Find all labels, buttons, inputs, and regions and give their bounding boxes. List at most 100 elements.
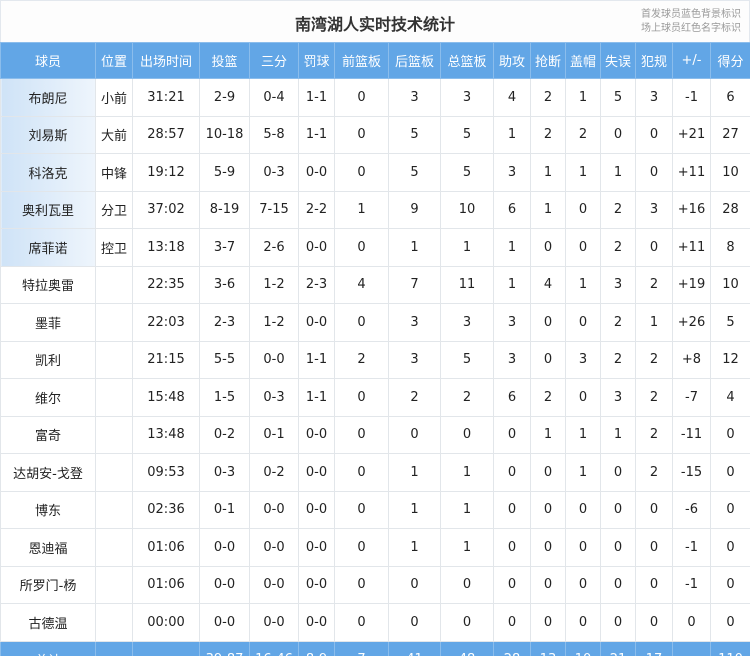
stat-cell: 0 [672, 603, 711, 642]
stat-cell: 0 [530, 340, 566, 379]
stat-cell: 1 [440, 228, 494, 267]
stat-cell [95, 303, 133, 342]
stat-cell: 0-1 [249, 415, 299, 454]
stat-cell: 2 [635, 453, 673, 492]
column-header[interactable]: 盖帽 [565, 42, 601, 79]
stat-cell: +11 [672, 153, 711, 192]
column-header[interactable]: 助攻 [493, 42, 531, 79]
column-header[interactable]: 后篮板 [388, 42, 441, 79]
stat-cell: 0-0 [298, 415, 335, 454]
column-header[interactable]: 罚球 [298, 42, 335, 79]
stat-cell: 9 [388, 190, 441, 229]
stat-cell: 10 [440, 190, 494, 229]
column-header[interactable]: 犯规 [635, 42, 673, 79]
column-header[interactable]: 抢断 [530, 42, 566, 79]
total-cell: 8-9 [298, 640, 335, 656]
player-name[interactable]: 所罗门-杨 [0, 565, 96, 604]
column-header[interactable]: 总篮板 [440, 42, 494, 79]
stats-table: 球员 位置 出场时间 投篮 三分 罚球 前篮板 后篮板 总篮板 助攻 抢断 盖帽 失误 犯规 +/- 得分 布… [0, 42, 750, 656]
stat-cell: 10 [710, 265, 750, 304]
stat-cell: 28:57 [132, 115, 200, 154]
stat-cell: 0 [710, 528, 750, 567]
column-header[interactable]: 失误 [600, 42, 636, 79]
stat-cell: 0 [493, 565, 531, 604]
stat-cell: 4 [334, 265, 389, 304]
stat-cell: 3 [635, 190, 673, 229]
stat-cell: 1 [334, 190, 389, 229]
legend-note: 首发球员蓝色背景标识 场上球员红色名字标识 [641, 8, 741, 36]
player-name[interactable]: 特拉奥雷 [0, 265, 96, 304]
stat-cell: 0 [530, 453, 566, 492]
player-name[interactable]: 凯利 [0, 340, 96, 379]
stat-cell: 4 [493, 78, 531, 117]
stat-cell: 28 [710, 190, 750, 229]
stat-cell: 0 [565, 378, 601, 417]
stat-cell: 3 [440, 303, 494, 342]
stat-cell: 27 [710, 115, 750, 154]
table-header: 球员 位置 出场时间 投篮 三分 罚球 前篮板 后篮板 总篮板 助攻 抢断 盖帽 失误 犯规 +/- 得分 [0, 42, 750, 79]
stat-cell: 37:02 [132, 190, 200, 229]
stat-cell: 15:48 [132, 378, 200, 417]
stat-cell: 2 [600, 303, 636, 342]
column-header[interactable]: 得分 [710, 42, 750, 79]
stat-cell: 2 [635, 265, 673, 304]
stat-cell: 10 [710, 153, 750, 192]
table-row: 奥利瓦里 分卫 37:02 8-19 7-15 2-2 1 9 10 6 1 0 2 3 +16 28 [0, 190, 750, 229]
stat-cell: +26 [672, 303, 711, 342]
player-name[interactable]: 维尔 [0, 378, 96, 417]
stat-cell: 02:36 [132, 490, 200, 529]
player-name[interactable]: 达胡安-戈登 [0, 453, 96, 492]
stat-cell: 5 [600, 78, 636, 117]
stat-cell: 22:03 [132, 303, 200, 342]
player-name[interactable]: 墨菲 [0, 303, 96, 342]
stat-cell: 2-6 [249, 228, 299, 267]
column-header[interactable]: 前篮板 [334, 42, 389, 79]
stat-cell: 0-0 [298, 453, 335, 492]
stat-cell: 0-3 [249, 153, 299, 192]
stat-cell: 5 [440, 153, 494, 192]
stat-cell: 1 [600, 415, 636, 454]
stat-cell: 5 [388, 115, 441, 154]
player-name[interactable]: 奥利瓦里 [0, 190, 96, 229]
player-name[interactable]: 博东 [0, 490, 96, 529]
column-header[interactable]: 出场时间 [132, 42, 200, 79]
stat-cell: 5 [440, 115, 494, 154]
table-row: 布朗尼 小前 31:21 2-9 0-4 1-1 0 3 3 4 2 1 5 3 -1 6 [0, 78, 750, 117]
player-name[interactable]: 科洛克 [0, 153, 96, 192]
total-cell: 7 [334, 640, 389, 656]
stat-cell: 2-3 [298, 265, 335, 304]
stat-cell: 0 [440, 565, 494, 604]
player-name[interactable]: 刘易斯 [0, 115, 96, 154]
column-header[interactable]: 投篮 [199, 42, 250, 79]
stat-cell: 0 [565, 228, 601, 267]
stat-cell: 19:12 [132, 153, 200, 192]
column-header[interactable]: 球员 [0, 42, 96, 79]
stat-cell: 1 [440, 453, 494, 492]
player-name[interactable]: 富奇 [0, 415, 96, 454]
stat-cell: 0 [530, 565, 566, 604]
stat-cell: 0-1 [199, 490, 250, 529]
stat-cell: 1 [565, 453, 601, 492]
total-cell: 48 [440, 640, 494, 656]
player-name[interactable]: 布朗尼 [0, 78, 96, 117]
stat-cell: 2 [600, 190, 636, 229]
column-header[interactable]: +/- [672, 42, 711, 79]
table-row: 古德温 00:00 0-0 0-0 0-0 0 0 0 0 0 0 0 0 0 0 [0, 603, 750, 642]
column-header[interactable]: 位置 [95, 42, 133, 79]
stat-cell: 1 [600, 153, 636, 192]
stat-cell: 1 [635, 303, 673, 342]
column-header[interactable]: 三分 [249, 42, 299, 79]
stat-cell: 21:15 [132, 340, 200, 379]
stat-cell: 8-19 [199, 190, 250, 229]
stat-cell: 0-0 [298, 565, 335, 604]
stat-cell: 2 [600, 340, 636, 379]
stat-cell: 0 [440, 603, 494, 642]
player-name[interactable]: 古德温 [0, 603, 96, 642]
stat-cell: 4 [530, 265, 566, 304]
stat-cell: 1-1 [298, 378, 335, 417]
stat-cell: 0 [600, 453, 636, 492]
player-name[interactable]: 恩迪福 [0, 528, 96, 567]
stat-cell: 1-5 [199, 378, 250, 417]
player-name[interactable]: 席菲诺 [0, 228, 96, 267]
